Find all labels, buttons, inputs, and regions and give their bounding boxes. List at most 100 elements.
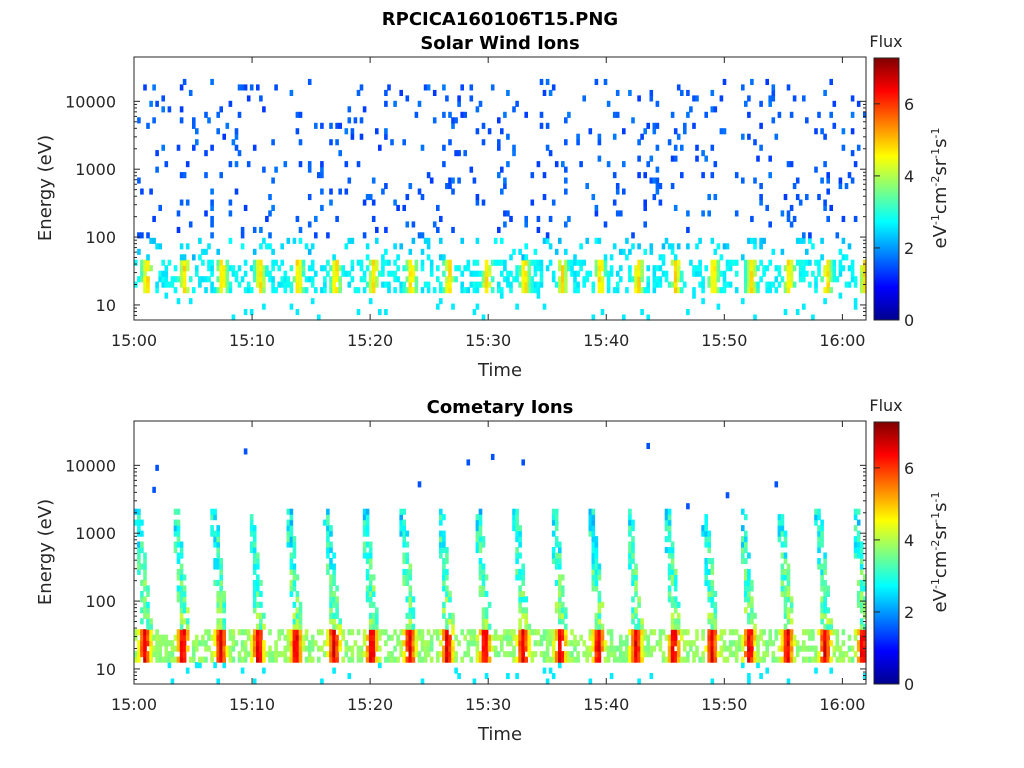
spectrogram-cell: [554, 514, 559, 521]
spectrogram-cell: [527, 276, 532, 283]
spectrogram-cell: [658, 199, 663, 206]
spectrogram-cell: [353, 640, 358, 647]
spectrogram-cell: [512, 651, 516, 658]
spectrogram-cell: [558, 590, 562, 597]
spectrogram-cell: [259, 95, 263, 102]
spectrogram-cell: [789, 651, 794, 658]
spectrogram-cell: [228, 237, 233, 244]
spectrogram-cell: [658, 276, 663, 283]
spectrogram-cell: [362, 106, 367, 113]
spectrogram-cell: [637, 640, 641, 647]
spectrogram-cell: [445, 574, 449, 581]
spectrogram-cell: [503, 210, 507, 217]
spectrogram-cell: [652, 194, 657, 201]
spectrogram-cell: [676, 133, 681, 140]
spectrogram-cell: [167, 259, 172, 266]
spectrogram-cell: [368, 270, 373, 277]
spectrogram-cell: [619, 634, 623, 641]
x-axis-label: Time: [477, 724, 522, 745]
spectrogram-cell: [426, 287, 431, 294]
spectrogram-cell: [622, 128, 626, 135]
spectrogram-cell: [814, 287, 818, 294]
spectrogram-cell: [692, 95, 696, 102]
spectrogram-cell: [811, 656, 815, 663]
spectrogram-cell: [155, 464, 159, 471]
spectrogram-cell: [521, 579, 525, 586]
spectrogram-cell: [585, 183, 589, 190]
spectrogram-cell: [405, 574, 410, 581]
spectrogram-cell: [231, 270, 236, 277]
spectrogram-cell: [805, 656, 809, 663]
spectrogram-cell: [185, 629, 190, 636]
spectrogram-cell: [576, 651, 580, 658]
spectrogram-cell: [490, 634, 495, 641]
spectrogram-cell: [786, 287, 791, 294]
spectrogram-cell: [597, 596, 602, 603]
spectrogram-cell: [365, 508, 370, 515]
spectrogram-cell: [680, 270, 684, 277]
spectrogram-cell: [518, 629, 522, 636]
spectrogram-cell: [853, 536, 858, 543]
spectrogram-cell: [429, 265, 434, 272]
spectrogram-cell: [442, 254, 446, 261]
spectrogram-cell: [143, 596, 147, 603]
spectrogram-cell: [231, 645, 236, 652]
spectrogram-cell: [561, 574, 565, 581]
spectrogram-cell: [307, 645, 312, 652]
spectrogram-cell: [655, 122, 660, 129]
spectrogram-cell: [323, 651, 327, 658]
spectrogram-cell: [753, 281, 757, 288]
spectrogram-cell: [625, 254, 629, 261]
spectrogram-cell: [597, 656, 602, 663]
spectrogram-cell: [329, 574, 333, 581]
spectrogram-cell: [680, 144, 684, 151]
spectrogram-cell: [817, 536, 821, 543]
spectrogram-cell: [558, 552, 562, 559]
spectrogram-cell: [195, 662, 199, 669]
spectrogram-cell: [365, 596, 370, 603]
spectrogram-cell: [320, 629, 324, 636]
spectrogram-cell: [210, 281, 214, 288]
spectrogram-cell: [185, 259, 190, 266]
spectrogram-cell: [280, 629, 284, 636]
spectrogram-cell: [213, 634, 217, 641]
spectrogram-cell: [329, 656, 333, 663]
spectrogram-cell: [259, 645, 263, 652]
spectrogram-cell: [259, 287, 263, 294]
spectrogram-cell: [631, 117, 635, 124]
spectrogram-cell: [670, 541, 675, 548]
spectrogram-cell: [719, 254, 724, 261]
spectrogram-cell: [856, 530, 861, 537]
spectrogram-cell: [310, 243, 315, 250]
spectrogram-cell: [356, 259, 361, 266]
spectrogram-cell: [252, 259, 257, 266]
spectrogram-cell: [365, 265, 370, 272]
spectrogram-cell: [326, 525, 330, 532]
spectrogram-cell: [338, 265, 342, 272]
spectrogram-cell: [487, 281, 492, 288]
spectrogram-cell: [673, 128, 678, 135]
spectrogram-cell: [448, 265, 452, 272]
spectrogram-cell: [243, 287, 248, 294]
spectrogram-cell: [673, 656, 678, 663]
spectrogram-cell: [210, 232, 214, 239]
spectrogram-cell: [734, 640, 739, 647]
spectrogram-cell: [393, 656, 397, 663]
spectrogram-cell: [789, 204, 794, 211]
spectrogram-cell: [365, 514, 370, 521]
spectrogram-cell: [701, 530, 705, 537]
spectrogram-cell: [597, 287, 602, 294]
spectrogram-cell: [594, 568, 599, 575]
spectrogram-cell: [323, 281, 327, 288]
spectrogram-cell: [326, 508, 330, 515]
spectrogram-cell: [280, 651, 284, 658]
spectrogram-cell: [295, 607, 300, 614]
spectrogram-cell: [777, 536, 782, 543]
spectrogram-cell: [259, 651, 263, 658]
spectrogram-cell: [393, 100, 397, 107]
spectrogram-cell: [603, 265, 608, 272]
spectrogram-cell: [176, 226, 181, 233]
spectrogram-cell: [554, 541, 559, 548]
spectrogram-cell: [249, 547, 254, 554]
spectrogram-cell: [240, 243, 245, 250]
